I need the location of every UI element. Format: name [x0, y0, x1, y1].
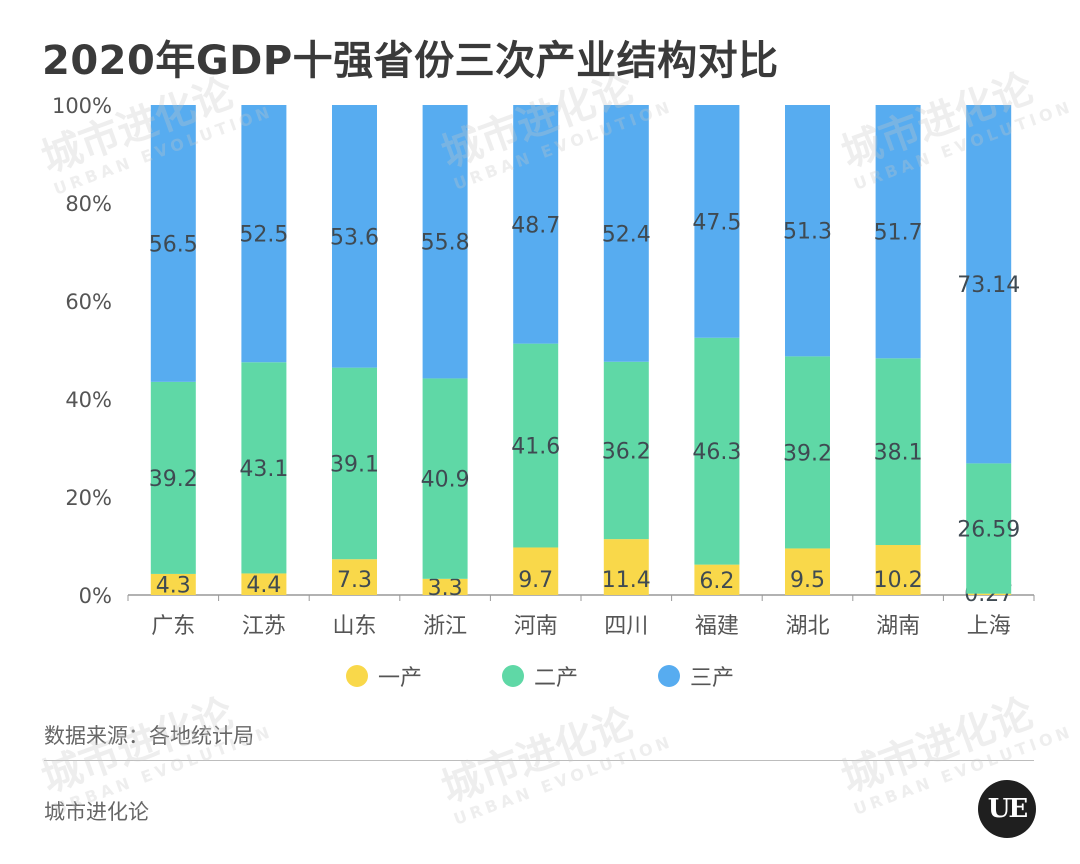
bar-segment	[422, 105, 468, 379]
data-label: 10.2	[874, 568, 923, 593]
bar-segment	[694, 564, 740, 595]
bar-segment	[150, 573, 196, 595]
legend-item-secondary[interactable]: 二产	[501, 660, 578, 692]
data-label: 53.6	[330, 225, 379, 250]
bar-segment	[241, 105, 287, 363]
bar-segment	[603, 539, 649, 595]
data-label: 52.5	[239, 223, 288, 248]
bar-segment	[603, 105, 649, 362]
bar-segment	[332, 367, 377, 560]
bar-segment	[785, 105, 830, 357]
x-tick-label: 上海	[967, 614, 1011, 639]
x-tick-label: 浙江	[423, 614, 467, 639]
data-label: 46.3	[692, 440, 741, 465]
data-label: 26.59	[957, 518, 1020, 543]
y-tick-label: 100%	[52, 94, 112, 118]
data-label: 51.3	[783, 220, 832, 245]
bar-segment	[694, 105, 740, 338]
brand-logo: UE	[978, 780, 1036, 838]
data-label: 56.5	[149, 232, 198, 257]
legend: 一产 二产 三产	[0, 660, 1080, 692]
data-source: 数据来源：各地统计局	[44, 724, 254, 748]
data-label: 55.8	[421, 231, 470, 256]
data-label: 40.9	[421, 468, 470, 493]
bar-segment	[785, 356, 830, 549]
data-label: 7.3	[337, 568, 372, 593]
y-tick-label: 20%	[65, 486, 112, 510]
y-tick-label: 80%	[65, 192, 112, 216]
data-label: 39.2	[149, 467, 198, 492]
bar-segment	[332, 105, 377, 368]
data-label: 36.2	[602, 439, 651, 464]
x-tick-label: 广东	[151, 614, 195, 639]
x-tick-label: 江苏	[242, 614, 286, 639]
y-tick-label: 60%	[65, 290, 112, 314]
bar-segment	[150, 381, 196, 574]
data-label: 4.4	[246, 573, 281, 598]
data-label: 47.5	[692, 210, 741, 235]
data-label: 48.7	[511, 213, 560, 238]
legend-item-tertiary[interactable]: 三产	[658, 660, 734, 692]
chart-title: 2020年GDP十强省份三次产业结构对比	[42, 38, 779, 84]
bar-segment	[694, 337, 740, 565]
bar-segment	[785, 548, 830, 595]
stacked-bar-chart: 0% 20% 40% 60% 80% 100% 4.3 39.2 56.5 广东 4.4 43.1 52…	[52, 94, 1035, 639]
x-tick-label: 福建	[695, 614, 739, 639]
x-tick-label: 山东	[332, 614, 376, 639]
y-tick-label: 40%	[65, 388, 112, 412]
bar-segment	[422, 378, 468, 579]
bar-segment	[422, 578, 468, 595]
footer-brand: 城市进化论	[44, 800, 149, 824]
y-tick-label: 0%	[79, 584, 112, 608]
data-label: 11.4	[602, 568, 651, 593]
bar-segment	[150, 105, 196, 382]
bar-segment	[513, 547, 559, 595]
legend-swatch-secondary	[501, 665, 524, 687]
x-tick-label: 四川	[604, 614, 648, 639]
data-label: 73.14	[957, 273, 1020, 298]
data-label: 6.2	[699, 569, 734, 594]
legend-swatch-primary	[345, 665, 368, 687]
bar-segment	[875, 105, 921, 359]
bar-segment	[875, 545, 921, 595]
data-label: 39.1	[330, 452, 379, 477]
x-tick-label: 湖北	[785, 614, 829, 639]
data-label: 4.3	[156, 573, 191, 598]
legend-label-tertiary: 三产	[690, 666, 735, 691]
data-label: 38.1	[874, 441, 923, 466]
data-label: 39.2	[783, 441, 832, 466]
data-label: 9.7	[518, 568, 553, 593]
data-label: 43.1	[239, 457, 288, 482]
data-label: 41.6	[511, 435, 560, 460]
bar-segment	[241, 362, 287, 574]
bar-segment	[603, 361, 649, 540]
x-tick-label: 湖南	[876, 614, 920, 639]
legend-swatch-tertiary	[658, 665, 680, 687]
x-tick-label: 河南	[514, 614, 558, 639]
watermark: 城市进化论 URBAN EVOLUTION	[835, 690, 1076, 819]
data-label: 51.7	[874, 221, 923, 246]
bar-segment	[966, 105, 1012, 464]
data-label: 52.4	[602, 222, 651, 247]
bar-segment	[513, 105, 559, 344]
legend-label-primary: 一产	[377, 666, 422, 691]
bar-segment	[966, 593, 1012, 595]
data-label: 3.3	[428, 576, 463, 601]
legend-item-primary[interactable]: 一产	[345, 660, 422, 692]
legend-label-secondary: 二产	[533, 666, 578, 691]
bar-segment	[966, 463, 1012, 594]
bar-segment	[332, 559, 377, 595]
divider	[44, 760, 1034, 761]
data-label: 9.5	[790, 568, 825, 593]
bar-segment	[241, 573, 287, 595]
bar-segment	[513, 343, 559, 548]
bar-segment	[875, 358, 921, 546]
